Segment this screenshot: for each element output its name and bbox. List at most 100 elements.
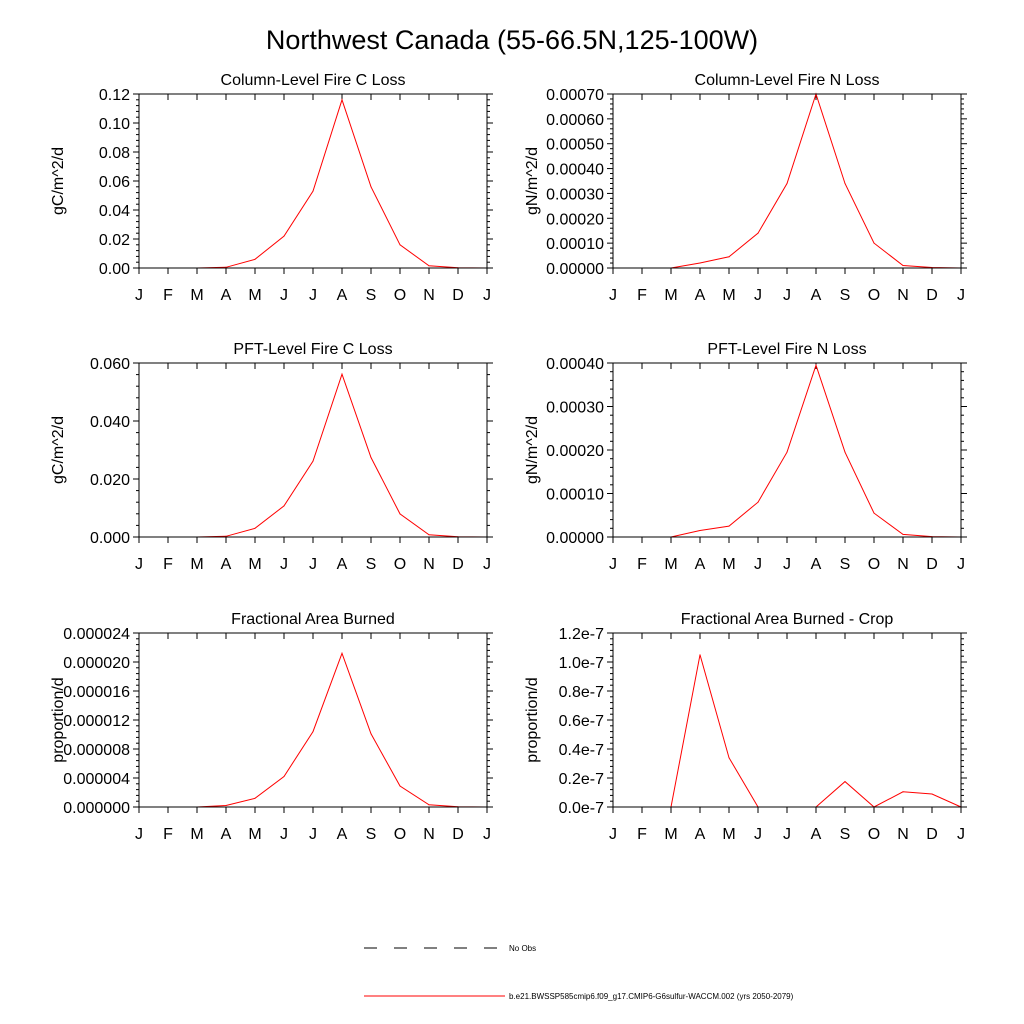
x-tick-label: M <box>664 556 677 573</box>
x-tick-label: F <box>163 287 173 304</box>
y-tick-label: 0.00010 <box>546 487 604 504</box>
data-point <box>873 512 875 514</box>
data-point <box>312 190 314 192</box>
y-tick-label: 1.0e-7 <box>559 655 604 672</box>
y-tick-label: 0.000008 <box>63 742 130 759</box>
y-tick-label: 0.00000 <box>546 530 604 547</box>
x-tick-label: O <box>868 826 880 843</box>
x-tick-label: J <box>754 826 762 843</box>
x-tick-label: M <box>190 826 203 843</box>
data-point <box>283 505 285 507</box>
x-tick-label: J <box>280 556 288 573</box>
y-tick-label: 0.00040 <box>546 356 604 373</box>
x-tick-label: J <box>754 287 762 304</box>
x-tick-label: M <box>664 826 677 843</box>
data-point <box>428 534 430 536</box>
y-tick-label: 0.00000 <box>546 261 604 278</box>
y-tick-label: 0.000000 <box>63 800 130 817</box>
legend: No Obs b.e21.BWSSP585cmip6.f09_g17.CMIP6… <box>364 944 794 1001</box>
series-line-1 <box>613 654 962 808</box>
data-point <box>699 529 701 531</box>
x-tick-label: J <box>280 826 288 843</box>
data-point <box>312 460 314 462</box>
x-tick-label: O <box>394 287 406 304</box>
y-axis-label: gN/m^2/d <box>524 416 541 484</box>
plot-frame <box>138 93 488 269</box>
plot-frame <box>138 632 488 808</box>
x-tick-label: D <box>926 826 938 843</box>
panel-title: Column-Level Fire N Loss <box>695 72 880 89</box>
x-tick-label: S <box>840 826 851 843</box>
y-tick-label: 0.00 <box>99 261 130 278</box>
x-tick-label: D <box>452 826 464 843</box>
y-tick-label: 0.000024 <box>63 626 130 643</box>
x-tick-label: F <box>637 556 647 573</box>
y-tick-label: 0.00030 <box>546 186 604 203</box>
panel-title: Fractional Area Burned <box>231 611 395 628</box>
legend-label-no-obs: No Obs <box>509 944 536 953</box>
chart-panel-6: Fractional Area Burned - Crop proportion/… <box>524 611 967 843</box>
chart-panels: Column-Level Fire C Loss gC/m^2/d 0.00 0.02… <box>50 72 967 843</box>
x-tick-label: A <box>811 826 822 843</box>
y-tick-label: 0.000016 <box>63 684 130 701</box>
x-tick-label: O <box>868 556 880 573</box>
y-tick-label: 0.00040 <box>546 162 604 179</box>
x-tick-label: F <box>163 556 173 573</box>
data-point <box>283 235 285 237</box>
data-point <box>254 797 256 799</box>
x-tick-label: F <box>637 287 647 304</box>
data-point <box>312 731 314 733</box>
y-tick-label: 0.4e-7 <box>559 742 604 759</box>
data-point <box>786 451 788 453</box>
y-tick-label: 1.2e-7 <box>559 626 604 643</box>
x-tick-label: J <box>309 826 317 843</box>
data-point <box>699 654 701 656</box>
y-tick-label: 0.10 <box>99 116 130 133</box>
chart-panel-5: Fractional Area Burnedproportion/d0.0000… <box>50 611 493 843</box>
x-tick-label: S <box>840 287 851 304</box>
x-tick-label: J <box>483 287 491 304</box>
y-tick-label: 0.00030 <box>546 400 604 417</box>
x-tick-label: S <box>366 556 377 573</box>
x-tick-label: O <box>394 826 406 843</box>
y-tick-label: 0.00070 <box>546 87 604 104</box>
y-tick-label: 0.12 <box>99 87 130 104</box>
y-tick-label: 0.6e-7 <box>559 713 604 730</box>
data-point <box>844 182 846 184</box>
y-tick-label: 0.08 <box>99 145 130 162</box>
x-tick-label: J <box>135 556 143 573</box>
data-point <box>399 513 401 515</box>
x-tick-label: A <box>811 287 822 304</box>
x-tick-label: J <box>754 556 762 573</box>
y-tick-label: 0.8e-7 <box>559 684 604 701</box>
data-point <box>931 793 933 795</box>
series-line-1 <box>139 98 488 269</box>
chart-panel-1: Column-Level Fire C Loss gC/m^2/d 0.00 0.02… <box>50 72 493 304</box>
x-tick-label: J <box>135 826 143 843</box>
x-tick-label: F <box>637 826 647 843</box>
data-point <box>370 186 372 188</box>
plot-frame <box>612 632 962 808</box>
x-tick-label: J <box>783 826 791 843</box>
panel-title: Fractional Area Burned - Crop <box>681 611 894 628</box>
x-tick-label: J <box>783 556 791 573</box>
x-tick-label: J <box>483 826 491 843</box>
y-tick-label: 0.040 <box>90 414 130 431</box>
data-point <box>254 258 256 260</box>
panel-title: PFT-Level Fire C Loss <box>233 341 392 358</box>
y-tick-label: 0.04 <box>99 203 130 220</box>
x-tick-label: O <box>394 556 406 573</box>
data-point <box>844 781 846 783</box>
y-tick-label: 0.020 <box>90 472 130 489</box>
data-point <box>428 804 430 806</box>
y-tick-label: 0.00020 <box>546 211 604 228</box>
data-point <box>283 776 285 778</box>
data-point <box>844 451 846 453</box>
figure-title: Northwest Canada (55-66.5N,125-100W) <box>266 25 758 55</box>
x-tick-label: A <box>221 287 232 304</box>
y-axis-label: proportion/d <box>524 677 541 762</box>
data-point <box>902 533 904 535</box>
data-point <box>399 785 401 787</box>
y-tick-label: 0.000 <box>90 530 130 547</box>
y-tick-label: 0.00020 <box>546 443 604 460</box>
